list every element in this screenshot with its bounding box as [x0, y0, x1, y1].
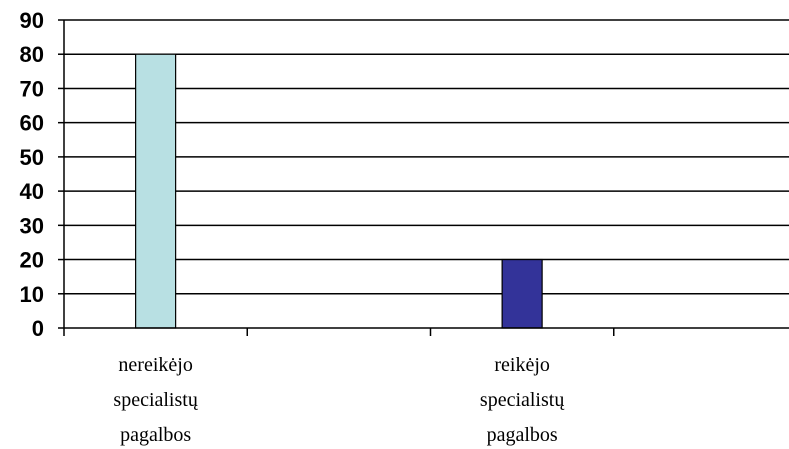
x-tick-label: reikėjo: [494, 354, 550, 376]
bar: [501, 258, 543, 329]
axes: [58, 19, 789, 336]
y-tick-label: 50: [20, 145, 44, 170]
y-tick-labels: 0 10 20 30 40 50 60 70 80 90: [20, 8, 44, 341]
y-tick-label: 90: [20, 8, 44, 33]
bars: [135, 53, 543, 329]
y-tick-label: 30: [20, 213, 44, 238]
y-tick-label: 70: [20, 76, 44, 101]
y-tick-label: 80: [20, 42, 44, 67]
x-tick-label: specialistų: [480, 389, 565, 411]
y-tick-label: 0: [32, 316, 44, 341]
y-tick-label: 20: [20, 248, 44, 273]
x-tick-labels: nereikėjo specialistų pagalbos reikėjo speci…: [113, 354, 565, 446]
x-tick-label: nereikėjo: [118, 354, 192, 376]
gridlines: [64, 19, 789, 295]
x-tick-label: pagalbos: [487, 424, 558, 446]
y-tick-label: 40: [20, 179, 44, 204]
bar: [135, 53, 177, 329]
y-tick-label: 10: [20, 282, 44, 307]
x-tick-label: specialistų: [113, 389, 198, 411]
x-tick-label: pagalbos: [120, 424, 191, 446]
y-tick-label: 60: [20, 111, 44, 136]
